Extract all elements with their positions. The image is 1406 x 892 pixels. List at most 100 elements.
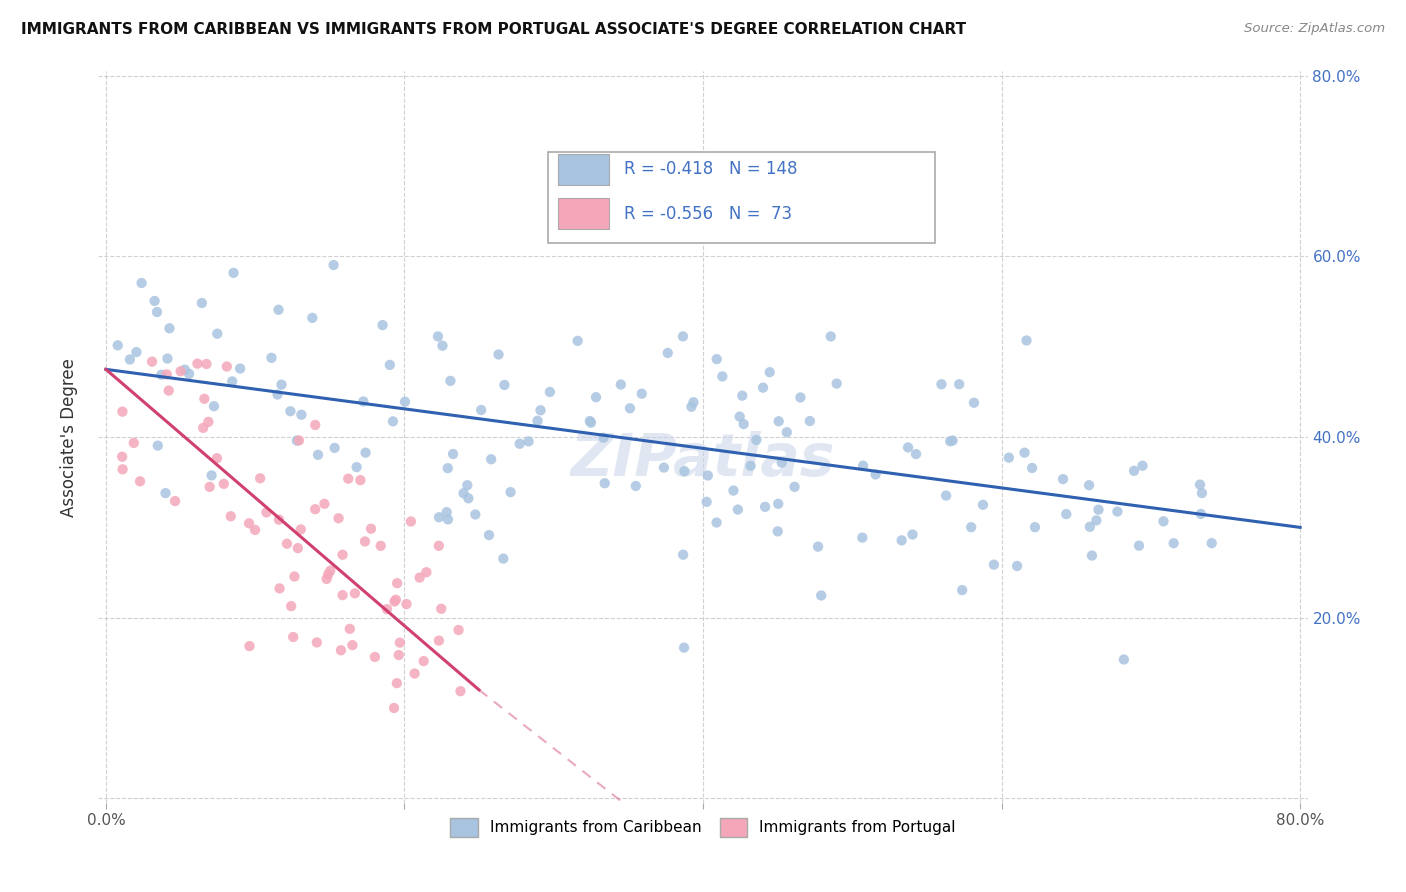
Point xyxy=(453,486,475,500)
Point xyxy=(939,434,962,449)
Point xyxy=(426,329,449,343)
Point xyxy=(157,384,180,398)
Point xyxy=(399,515,422,529)
Point xyxy=(972,498,994,512)
Point xyxy=(673,640,696,655)
Point xyxy=(432,339,454,353)
Point xyxy=(221,375,243,389)
Point xyxy=(371,318,394,332)
Point xyxy=(107,338,129,352)
Point xyxy=(901,527,924,541)
Point xyxy=(280,404,302,418)
Point xyxy=(256,505,278,519)
Point xyxy=(825,376,848,391)
Point xyxy=(314,497,336,511)
Point xyxy=(851,531,873,545)
Legend: Immigrants from Caribbean, Immigrants from Portugal: Immigrants from Caribbean, Immigrants fr… xyxy=(444,812,962,843)
Point xyxy=(998,450,1021,465)
Point xyxy=(283,569,305,583)
Point xyxy=(1087,502,1109,516)
Point xyxy=(439,374,461,388)
Y-axis label: Associate's Degree: Associate's Degree xyxy=(59,358,77,516)
Point xyxy=(205,451,228,466)
Point xyxy=(332,588,354,602)
Point xyxy=(384,594,406,608)
Point xyxy=(219,509,242,524)
Point xyxy=(229,361,252,376)
Point xyxy=(288,434,311,448)
Point xyxy=(243,523,266,537)
Point xyxy=(706,516,728,530)
Point xyxy=(696,468,718,483)
Text: ZIPatlas: ZIPatlas xyxy=(571,431,835,488)
Point xyxy=(304,502,326,516)
Point xyxy=(783,480,806,494)
Point xyxy=(436,461,458,475)
Point xyxy=(388,648,411,662)
Point xyxy=(315,572,337,586)
Point xyxy=(307,448,329,462)
Point xyxy=(319,564,342,578)
Point xyxy=(165,494,187,508)
Point xyxy=(752,381,775,395)
Point xyxy=(354,534,377,549)
Point xyxy=(388,635,411,649)
Point xyxy=(807,540,830,554)
FancyBboxPatch shape xyxy=(558,154,609,185)
Point xyxy=(332,548,354,562)
Point xyxy=(745,433,768,447)
Point xyxy=(754,500,776,514)
Point xyxy=(346,460,368,475)
Point xyxy=(349,473,371,487)
Point xyxy=(1054,507,1077,521)
Point xyxy=(706,352,728,367)
Point xyxy=(852,458,875,473)
Point xyxy=(1015,334,1038,348)
Point xyxy=(238,639,260,653)
Point xyxy=(681,400,703,414)
Point xyxy=(111,450,134,464)
Point xyxy=(652,460,675,475)
Point xyxy=(592,431,614,445)
Point xyxy=(942,434,965,448)
Point xyxy=(526,414,548,428)
Point xyxy=(354,445,377,459)
Point xyxy=(437,512,460,526)
Point xyxy=(342,638,364,652)
Point xyxy=(337,472,360,486)
Point xyxy=(1191,486,1213,500)
Point xyxy=(222,266,245,280)
Point xyxy=(593,476,616,491)
Point xyxy=(382,701,405,715)
Point xyxy=(173,362,195,376)
Point xyxy=(267,513,290,527)
Point xyxy=(799,414,821,428)
Point xyxy=(155,486,177,500)
Point xyxy=(931,377,953,392)
Point xyxy=(865,467,887,482)
Point xyxy=(427,539,450,553)
Point xyxy=(249,471,271,485)
Point xyxy=(207,326,229,341)
Point xyxy=(1188,477,1211,491)
Point xyxy=(427,510,450,524)
Point xyxy=(316,567,339,582)
Point xyxy=(673,464,696,478)
Point xyxy=(375,602,398,616)
Point xyxy=(197,415,219,429)
Point xyxy=(585,390,607,404)
Point xyxy=(456,478,478,492)
Point xyxy=(111,404,134,418)
Point xyxy=(624,479,647,493)
Point xyxy=(343,586,366,600)
Point xyxy=(1052,472,1074,486)
Point xyxy=(1153,514,1175,528)
Point xyxy=(1123,464,1146,478)
Point xyxy=(682,395,704,409)
Point xyxy=(146,439,169,453)
Point xyxy=(935,489,957,503)
Point xyxy=(567,334,589,348)
Point xyxy=(766,497,789,511)
Point xyxy=(450,684,472,698)
Point xyxy=(696,495,718,509)
